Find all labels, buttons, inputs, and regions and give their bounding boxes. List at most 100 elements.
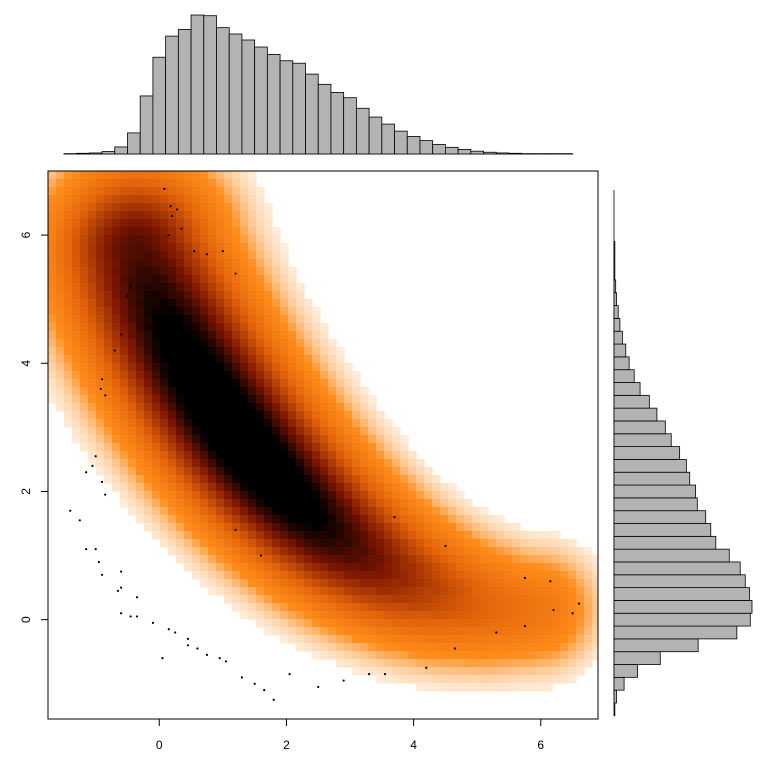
y-tick-label: 4 bbox=[19, 360, 33, 367]
outlier-point bbox=[163, 188, 165, 190]
outlier-point bbox=[101, 481, 103, 483]
y-histogram-bar bbox=[614, 562, 740, 575]
outlier-point bbox=[104, 494, 106, 496]
outlier-point bbox=[219, 657, 221, 659]
outlier-point bbox=[130, 285, 132, 287]
outlier-point bbox=[161, 657, 163, 659]
outlier-point bbox=[152, 622, 154, 624]
outlier-point bbox=[98, 561, 100, 563]
main-plot-panel: 0 2 4 6 0 2 4 6 bbox=[19, 171, 601, 752]
outlier-point bbox=[524, 577, 526, 579]
y-histogram-bar bbox=[614, 588, 749, 601]
x-histogram-bar bbox=[229, 34, 242, 154]
outlier-point bbox=[571, 612, 573, 614]
outlier-point bbox=[101, 378, 103, 380]
x-histogram-bar bbox=[306, 74, 319, 154]
outlier-point bbox=[95, 455, 97, 457]
outlier-point bbox=[171, 215, 173, 217]
outlier-point bbox=[241, 676, 243, 678]
outlier-point bbox=[193, 250, 195, 252]
outlier-point bbox=[120, 570, 122, 572]
x-tick-label: 4 bbox=[410, 738, 417, 752]
x-histogram-bar bbox=[127, 133, 140, 154]
outlier-point bbox=[495, 631, 497, 633]
outlier-point bbox=[393, 516, 395, 518]
y-histogram-bar bbox=[614, 242, 615, 255]
y-histogram-bar bbox=[614, 652, 660, 665]
outlier-point bbox=[170, 205, 172, 207]
y-histogram-bar bbox=[614, 536, 716, 549]
x-histogram-bar bbox=[458, 149, 471, 154]
x-histogram-bar bbox=[407, 136, 420, 154]
outlier-point bbox=[263, 689, 265, 691]
x-tick-label: 0 bbox=[156, 738, 163, 752]
outlier-point bbox=[104, 394, 106, 396]
outlier-point bbox=[117, 590, 119, 592]
y-histogram-bar bbox=[614, 549, 729, 562]
top-marginal-histogram bbox=[64, 15, 573, 154]
outlier-point bbox=[114, 349, 116, 351]
x-histogram-bar bbox=[216, 28, 229, 154]
x-histogram-bar bbox=[293, 63, 306, 154]
x-histogram-bar bbox=[395, 131, 408, 154]
outlier-point bbox=[180, 228, 182, 230]
outlier-point bbox=[79, 519, 81, 521]
x-histogram-bar bbox=[420, 141, 433, 154]
y-histogram-bar bbox=[614, 498, 697, 511]
x-histogram-bar bbox=[242, 40, 255, 154]
x-histogram-bar bbox=[331, 92, 344, 154]
y-histogram-bar bbox=[614, 524, 711, 537]
outlier-point bbox=[260, 554, 262, 556]
x-histogram-bar bbox=[318, 84, 331, 154]
x-histogram-bar bbox=[344, 98, 357, 154]
x-histogram-bar bbox=[433, 144, 446, 154]
outlier-point bbox=[552, 609, 554, 611]
outlier-point bbox=[425, 667, 427, 669]
outlier-point bbox=[222, 250, 224, 252]
outlier-point bbox=[101, 574, 103, 576]
x-histogram-bar bbox=[255, 47, 268, 154]
y-histogram-bar bbox=[614, 318, 620, 331]
outlier-point bbox=[549, 580, 551, 582]
outlier-point bbox=[225, 660, 227, 662]
outlier-point bbox=[168, 234, 170, 236]
outlier-point bbox=[384, 673, 386, 675]
x-tick-label: 6 bbox=[537, 738, 544, 752]
y-histogram-bar bbox=[614, 344, 626, 357]
y-histogram-bar bbox=[614, 690, 617, 703]
x-histogram-bar bbox=[484, 152, 497, 154]
x-histogram-bar bbox=[204, 16, 217, 154]
y-histogram-bar bbox=[614, 626, 737, 639]
x-histogram-bar bbox=[369, 117, 382, 154]
y-histogram-bar bbox=[614, 677, 624, 690]
y-tick-label: 0 bbox=[19, 616, 33, 623]
y-histogram-bar bbox=[614, 383, 640, 396]
y-axis: 0 2 4 6 bbox=[19, 231, 48, 623]
outlier-point bbox=[91, 465, 93, 467]
outlier-point bbox=[234, 272, 236, 274]
outlier-point bbox=[187, 644, 189, 646]
outlier-point bbox=[174, 631, 176, 633]
y-histogram-bar bbox=[614, 703, 615, 716]
outlier-point bbox=[524, 625, 526, 627]
outlier-point bbox=[120, 587, 122, 589]
outlier-point bbox=[578, 603, 580, 605]
outlier-point bbox=[444, 545, 446, 547]
outlier-point bbox=[206, 654, 208, 656]
x-histogram-bar bbox=[356, 108, 369, 154]
outlier-point bbox=[85, 471, 87, 473]
x-histogram-bar bbox=[102, 152, 115, 154]
outlier-point bbox=[120, 612, 122, 614]
outlier-point bbox=[343, 679, 345, 681]
x-histogram-bar bbox=[509, 153, 522, 154]
outlier-point bbox=[136, 615, 138, 617]
x-histogram-bar bbox=[153, 57, 166, 154]
y-histogram-bar bbox=[614, 357, 629, 370]
outlier-point bbox=[100, 388, 102, 390]
y-histogram-bar bbox=[614, 267, 615, 280]
outlier-point bbox=[69, 510, 71, 512]
y-histogram-bar bbox=[614, 395, 649, 408]
x-histogram-bar bbox=[471, 151, 484, 154]
y-histogram-bar bbox=[614, 306, 618, 319]
x-histogram-bar bbox=[89, 153, 102, 154]
